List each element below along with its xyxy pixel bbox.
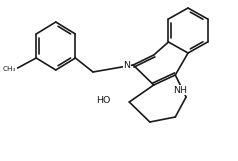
Text: HO: HO <box>96 95 111 104</box>
Text: CH₃: CH₃ <box>2 66 16 72</box>
Text: NH: NH <box>173 85 187 95</box>
Text: N: N <box>123 61 130 70</box>
